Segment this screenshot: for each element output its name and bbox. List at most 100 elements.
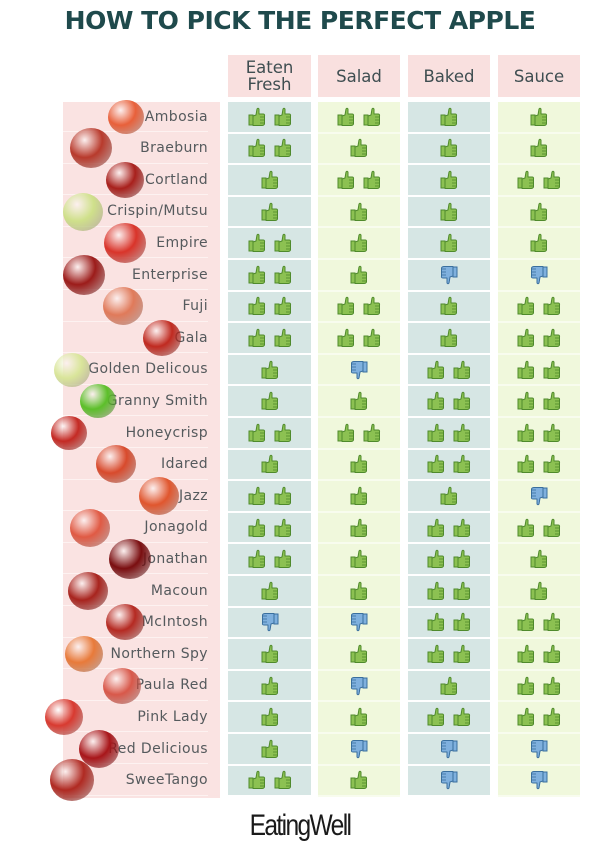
apple-image bbox=[45, 699, 83, 736]
rating-cell-baked bbox=[408, 133, 490, 166]
rating-cell-salad bbox=[318, 386, 400, 418]
thumbs-up-icon bbox=[363, 423, 381, 443]
thumbs-up-icon bbox=[453, 707, 471, 727]
apple-name: Idared bbox=[63, 450, 208, 480]
apple-image bbox=[104, 223, 146, 264]
rating-cell-baked bbox=[408, 481, 490, 513]
thumbs-up-icon bbox=[248, 549, 266, 569]
rating-cell-salad bbox=[318, 323, 400, 355]
rating-cell-salad bbox=[318, 102, 400, 134]
apple-name: Pink Lady bbox=[63, 702, 208, 733]
rating-cell-salad bbox=[318, 544, 400, 576]
rating-cell-fresh bbox=[228, 639, 311, 671]
thumbs-up-icon bbox=[274, 770, 292, 790]
thumbs-up-icon bbox=[350, 644, 368, 664]
thumbs-up-icon bbox=[350, 486, 368, 506]
rating-cell-baked bbox=[408, 670, 490, 703]
thumbs-up-icon bbox=[440, 202, 458, 222]
column-header-eaten-fresh: Eaten Fresh bbox=[228, 55, 311, 97]
thumbs-up-icon bbox=[440, 107, 458, 127]
thumbs-up-icon bbox=[248, 770, 266, 790]
thumbs-up-icon bbox=[427, 581, 445, 601]
rating-cell-sauce bbox=[498, 734, 580, 766]
thumbs-up-icon bbox=[350, 549, 368, 569]
rating-cell-fresh bbox=[228, 481, 311, 513]
rating-cell-fresh bbox=[228, 386, 311, 418]
rating-cell-fresh bbox=[228, 765, 311, 798]
thumbs-up-icon bbox=[453, 423, 471, 443]
rating-cell-salad bbox=[318, 196, 400, 229]
column-header-label: Salad bbox=[336, 66, 382, 86]
rating-cell-baked bbox=[408, 702, 490, 734]
thumbs-up-icon bbox=[350, 707, 368, 727]
thumbs-down-icon bbox=[530, 770, 548, 790]
thumbs-up-icon bbox=[440, 676, 458, 696]
thumbs-up-icon bbox=[248, 138, 266, 158]
apple-name: Macoun bbox=[63, 576, 208, 606]
thumbs-up-icon bbox=[427, 360, 445, 380]
apple-image bbox=[143, 320, 181, 357]
thumbs-up-icon bbox=[453, 549, 471, 569]
thumbs-up-icon bbox=[350, 518, 368, 538]
apple-name: Fuji bbox=[63, 292, 208, 322]
rating-cell-baked bbox=[408, 512, 490, 545]
thumbs-up-icon bbox=[543, 423, 561, 443]
thumbs-up-icon bbox=[517, 328, 535, 348]
rating-cell-sauce bbox=[498, 449, 580, 482]
rating-cell-salad bbox=[318, 670, 400, 703]
thumbs-down-icon bbox=[350, 739, 368, 759]
apple-image bbox=[70, 128, 112, 169]
column-header-line1: Eaten bbox=[245, 58, 294, 77]
apple-image bbox=[106, 604, 144, 641]
thumbs-up-icon bbox=[248, 233, 266, 253]
thumbs-up-icon bbox=[261, 707, 279, 727]
thumbs-up-icon bbox=[453, 454, 471, 474]
column-header-line2: Fresh bbox=[247, 75, 292, 94]
apple-image bbox=[139, 477, 179, 515]
thumbs-up-icon bbox=[274, 328, 292, 348]
thumbs-up-icon bbox=[350, 138, 368, 158]
thumbs-up-icon bbox=[261, 170, 279, 190]
thumbs-up-icon bbox=[427, 549, 445, 569]
rating-cell-fresh bbox=[228, 544, 311, 576]
rating-cell-salad bbox=[318, 449, 400, 482]
thumbs-up-icon bbox=[248, 328, 266, 348]
rating-cell-sauce bbox=[498, 102, 580, 134]
rating-cell-sauce bbox=[498, 607, 580, 640]
thumbs-up-icon bbox=[363, 328, 381, 348]
thumbs-up-icon bbox=[337, 107, 355, 127]
thumbs-up-icon bbox=[427, 391, 445, 411]
rating-cell-baked bbox=[408, 449, 490, 482]
thumbs-up-icon bbox=[427, 423, 445, 443]
thumbs-up-icon bbox=[248, 265, 266, 285]
thumbs-down-icon bbox=[440, 739, 458, 759]
apple-image bbox=[106, 162, 144, 199]
thumbs-up-icon bbox=[530, 107, 548, 127]
thumbs-up-icon bbox=[543, 360, 561, 380]
thumbs-up-icon bbox=[261, 676, 279, 696]
apple-name: Golden Delicous bbox=[63, 355, 208, 385]
rating-cell-fresh bbox=[228, 734, 311, 766]
thumbs-up-icon bbox=[274, 296, 292, 316]
apple-name: Red Delicious bbox=[63, 734, 208, 764]
thumbs-up-icon bbox=[530, 549, 548, 569]
rating-cell-fresh bbox=[228, 418, 311, 450]
rating-cell-salad bbox=[318, 354, 400, 387]
rating-cell-baked bbox=[408, 418, 490, 450]
thumbs-down-icon bbox=[261, 612, 279, 632]
thumbs-up-icon bbox=[517, 296, 535, 316]
thumbs-up-icon bbox=[453, 612, 471, 632]
thumbs-up-icon bbox=[543, 707, 561, 727]
rating-cell-salad bbox=[318, 607, 400, 640]
rating-cell-baked bbox=[408, 228, 490, 260]
rating-cell-baked bbox=[408, 196, 490, 229]
thumbs-up-icon bbox=[248, 486, 266, 506]
apple-name: Gala bbox=[63, 323, 208, 354]
thumbs-up-icon bbox=[517, 360, 535, 380]
apple-image bbox=[68, 571, 108, 610]
thumbs-up-icon bbox=[274, 549, 292, 569]
thumbs-up-icon bbox=[337, 170, 355, 190]
thumbs-up-icon bbox=[517, 644, 535, 664]
rating-cell-salad bbox=[318, 702, 400, 734]
rating-cell-salad bbox=[318, 639, 400, 671]
